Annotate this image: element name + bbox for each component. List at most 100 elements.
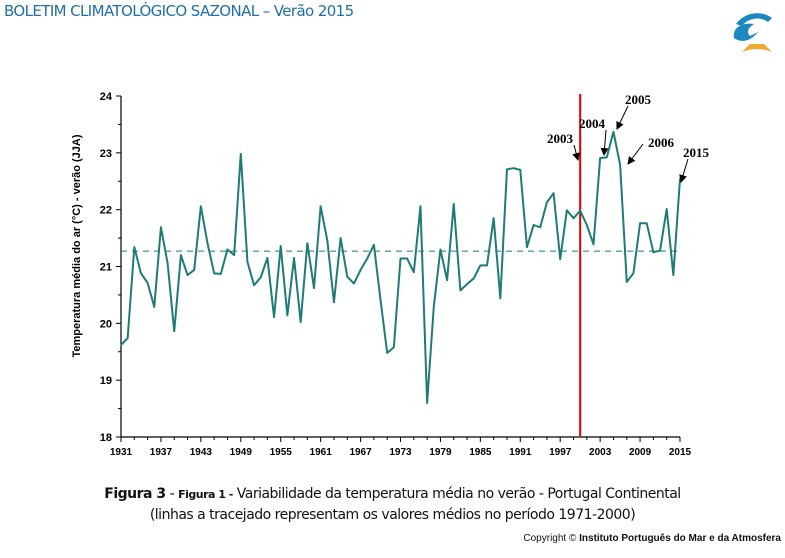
y-tick-label: 24: [100, 91, 113, 103]
temperature-series-line: [120, 130, 681, 404]
data-point: [239, 153, 242, 155]
data-point: [566, 209, 568, 212]
data-point: [160, 226, 162, 229]
caption-sub-figure: Figura 1 -: [178, 488, 233, 501]
data-point: [206, 242, 209, 244]
caption-separator: -: [165, 486, 179, 502]
copyright-prefix: Copyright ©: [523, 533, 580, 544]
data-point: [459, 289, 462, 292]
x-tick-label: 1949: [230, 447, 253, 458]
x-tick-label: 1973: [389, 447, 412, 458]
x-tick-label: 1985: [469, 447, 492, 458]
data-point: [279, 245, 282, 247]
data-point: [492, 217, 495, 219]
x-tick-label: 1931: [110, 447, 133, 458]
y-tick-label: 18: [100, 432, 112, 444]
data-point: [386, 352, 388, 354]
data-point: [652, 251, 655, 254]
copyright-owner: Instituto Português do Mar e da Atmosfer…: [579, 533, 781, 544]
data-point: [180, 254, 182, 256]
data-point: [246, 261, 249, 263]
data-point: [306, 242, 309, 244]
data-point: [466, 283, 468, 285]
data-point: [679, 178, 681, 180]
data-point: [599, 157, 601, 159]
data-point: [120, 344, 122, 346]
data-point: [373, 244, 375, 246]
x-tick-label: 1997: [549, 447, 572, 458]
data-point: [665, 208, 668, 210]
data-point: [286, 314, 289, 317]
data-point: [512, 167, 515, 169]
data-point: [266, 257, 269, 259]
annotation-arrow-2003: [572, 144, 581, 161]
copyright: Copyright © Instituto Português do Mar e…: [523, 533, 781, 544]
data-point: [226, 248, 229, 251]
data-point: [153, 306, 156, 308]
data-point: [552, 192, 555, 194]
annotation-arrow-2004: [600, 129, 609, 156]
data-point: [539, 226, 542, 229]
data-point: [572, 217, 575, 219]
data-point: [399, 257, 402, 260]
data-point: [220, 273, 222, 275]
data-point: [486, 264, 488, 267]
data-point: [479, 264, 482, 267]
data-point: [472, 277, 475, 280]
data-point: [586, 224, 588, 226]
data-point: [333, 301, 335, 304]
annotation-label-2005: 2005: [625, 92, 652, 107]
y-tick-label: 21: [100, 262, 112, 274]
data-point: [166, 262, 169, 264]
data-point: [625, 281, 628, 283]
figure-caption: Figura 3 - Figura 1 - Variabilidade da t…: [0, 486, 785, 502]
data-point: [273, 316, 275, 318]
caption-text: Variabilidade da temperatura média no ve…: [232, 486, 681, 502]
y-tick-label: 20: [100, 318, 112, 330]
data-point: [299, 321, 302, 323]
data-point: [659, 249, 661, 252]
data-point: [413, 271, 415, 273]
data-point: [146, 282, 149, 284]
data-point: [233, 254, 235, 256]
data-point: [532, 224, 535, 226]
data-point: [173, 330, 176, 333]
caption-note: (linhas a tracejado representam os valor…: [149, 507, 636, 523]
data-point: [353, 282, 355, 285]
data-point: [126, 337, 129, 339]
annotation-arrow-2006: [627, 143, 644, 165]
data-point: [432, 306, 435, 308]
data-point: [326, 239, 329, 242]
data-point: [293, 257, 295, 259]
y-tick-label: 23: [100, 148, 112, 160]
caption-figure-number: Figura 3: [104, 486, 166, 502]
data-point: [140, 272, 142, 275]
data-point: [519, 169, 522, 171]
x-tick-label: 1955: [270, 447, 293, 458]
data-point: [133, 246, 136, 248]
data-point: [426, 402, 428, 404]
data-point: [313, 287, 315, 289]
data-point: [672, 274, 675, 276]
x-tick-label: 2009: [629, 447, 652, 458]
data-point: [319, 205, 322, 208]
annotation-label-2015: 2015: [683, 145, 710, 160]
data-point: [366, 257, 369, 260]
x-tick-label: 1937: [150, 447, 173, 458]
data-point: [452, 203, 455, 205]
annotation-label-2004: 2004: [579, 116, 606, 131]
annotation-label-2003: 2003: [547, 131, 574, 146]
data-point: [253, 284, 255, 287]
data-point: [645, 222, 648, 225]
x-tick-label: 1991: [509, 447, 532, 458]
data-point: [419, 205, 422, 208]
data-point: [579, 210, 581, 212]
data-point: [200, 205, 202, 208]
y-axis-label: Temperatura média do ar (°C) - verão (JJ…: [71, 134, 83, 357]
data-point: [406, 257, 408, 260]
data-point: [592, 243, 595, 246]
annotation-arrow-2015: [679, 158, 689, 183]
x-tick-label: 1967: [349, 447, 372, 458]
x-tick-label: 1979: [429, 447, 452, 458]
